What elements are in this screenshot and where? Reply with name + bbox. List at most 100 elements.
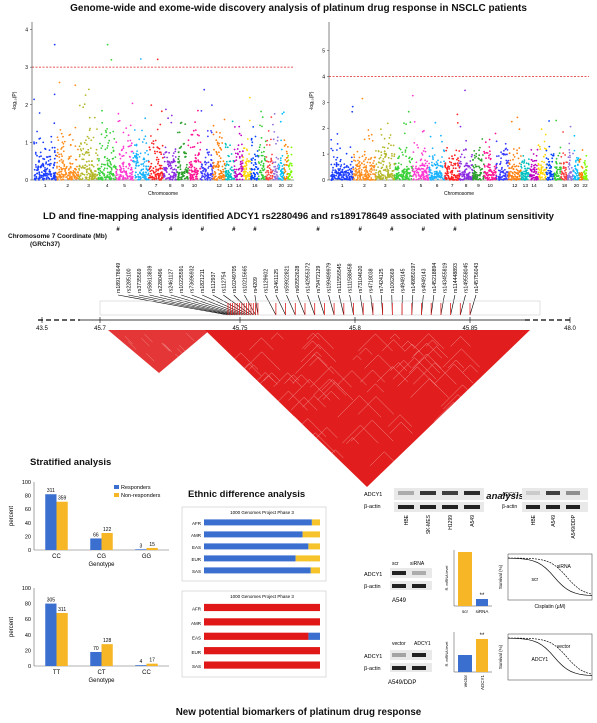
snp-label: rs112937 [211, 272, 217, 293]
snp-point [260, 171, 263, 174]
ld-line [376, 366, 393, 383]
snp-point [78, 145, 81, 148]
snp-point [512, 158, 514, 161]
snp-point [577, 157, 580, 160]
snp-point [106, 157, 109, 160]
snp-point [118, 153, 121, 155]
snp-point [106, 171, 109, 174]
snp-point [276, 167, 278, 170]
snp-point [360, 174, 363, 177]
snp-point [99, 170, 102, 172]
snp-point [43, 158, 46, 161]
snp-point [560, 176, 562, 179]
ld-line [453, 363, 474, 384]
snp-point [131, 150, 134, 153]
snp-point [385, 179, 388, 181]
wb-label: β-actin [364, 584, 381, 590]
snp-point [224, 167, 227, 170]
wb-band [392, 584, 406, 588]
snp-point [516, 175, 519, 178]
ld-line [272, 426, 284, 438]
ld-line [389, 333, 396, 340]
snp-point [373, 173, 376, 176]
snp-point [101, 145, 104, 147]
snp-point [130, 168, 133, 171]
snp-connector [202, 294, 247, 316]
snp-connector [460, 294, 466, 316]
chromosome-label: 10 [487, 183, 493, 189]
x-label: siRNA [476, 609, 489, 614]
y-tick-label: 4 [322, 74, 325, 80]
snp-point [104, 178, 107, 181]
snp-point [391, 170, 394, 172]
snp-point [284, 159, 287, 161]
snp-point [270, 138, 272, 141]
snp-point [379, 178, 382, 181]
snp-point [130, 144, 133, 147]
snp-point [263, 176, 265, 179]
ld-line [350, 419, 373, 442]
snp-point [161, 172, 164, 175]
snp-connector [430, 294, 435, 316]
snp-point [456, 122, 459, 124]
snp-point [193, 145, 196, 148]
snp-point [212, 161, 215, 164]
snp-point [533, 167, 536, 169]
snp-point [555, 171, 558, 174]
sig-marker: # [359, 227, 363, 233]
ld-line [411, 342, 427, 359]
snp-point [408, 160, 411, 163]
snp-point [404, 149, 407, 152]
snp-point [364, 173, 367, 176]
snp-point [206, 148, 208, 151]
snp-point [475, 178, 477, 181]
snp-point [270, 172, 273, 174]
y-axis-label: Survival (%) [498, 644, 503, 669]
snp-point [131, 170, 134, 173]
bar-responders [135, 549, 147, 550]
ld-line [396, 360, 404, 368]
snp-point [563, 175, 565, 178]
snp-point [230, 176, 233, 179]
snp-point [415, 178, 418, 181]
snp-label: rs145218894 [432, 263, 438, 293]
population-label: AMR [191, 533, 202, 538]
snp-point [220, 177, 222, 180]
ld-line [259, 375, 269, 385]
ld-line [475, 404, 497, 426]
curve-label: ADCY1 [532, 657, 549, 663]
snp-point [494, 132, 497, 135]
snp-point [583, 162, 586, 165]
snp-point [551, 160, 554, 163]
snp-point [125, 172, 128, 175]
snp-point [533, 174, 535, 177]
snp-point [68, 156, 71, 158]
snp-point [557, 174, 560, 177]
snp-point [110, 58, 113, 61]
snp-point [401, 169, 404, 172]
ethnic-chart-2: 1000 Genomes Project Phase 3AFRAMREASEUR… [181, 590, 327, 678]
snp-point [261, 167, 263, 170]
snp-point [251, 159, 253, 162]
snp-point [340, 164, 343, 166]
snp-point [379, 172, 382, 175]
snp-point [251, 144, 253, 147]
snp-point [444, 174, 446, 177]
x-axis-label: Genotype [88, 678, 115, 684]
category-label: CG [97, 554, 106, 560]
bar-adcy1 [476, 639, 488, 672]
snp-point [85, 160, 88, 163]
snp-point [469, 178, 472, 181]
snp-point [584, 164, 586, 166]
snp-point [74, 84, 77, 87]
snp-point [62, 160, 65, 162]
snp-point [568, 149, 571, 151]
snp-point [144, 135, 147, 138]
snp-point [505, 147, 508, 150]
snp-point [489, 153, 492, 156]
snp-point [421, 130, 424, 133]
snp-point [560, 173, 563, 176]
sig-label: ** [480, 593, 485, 599]
snp-point [411, 157, 414, 160]
snp-point [488, 138, 491, 141]
